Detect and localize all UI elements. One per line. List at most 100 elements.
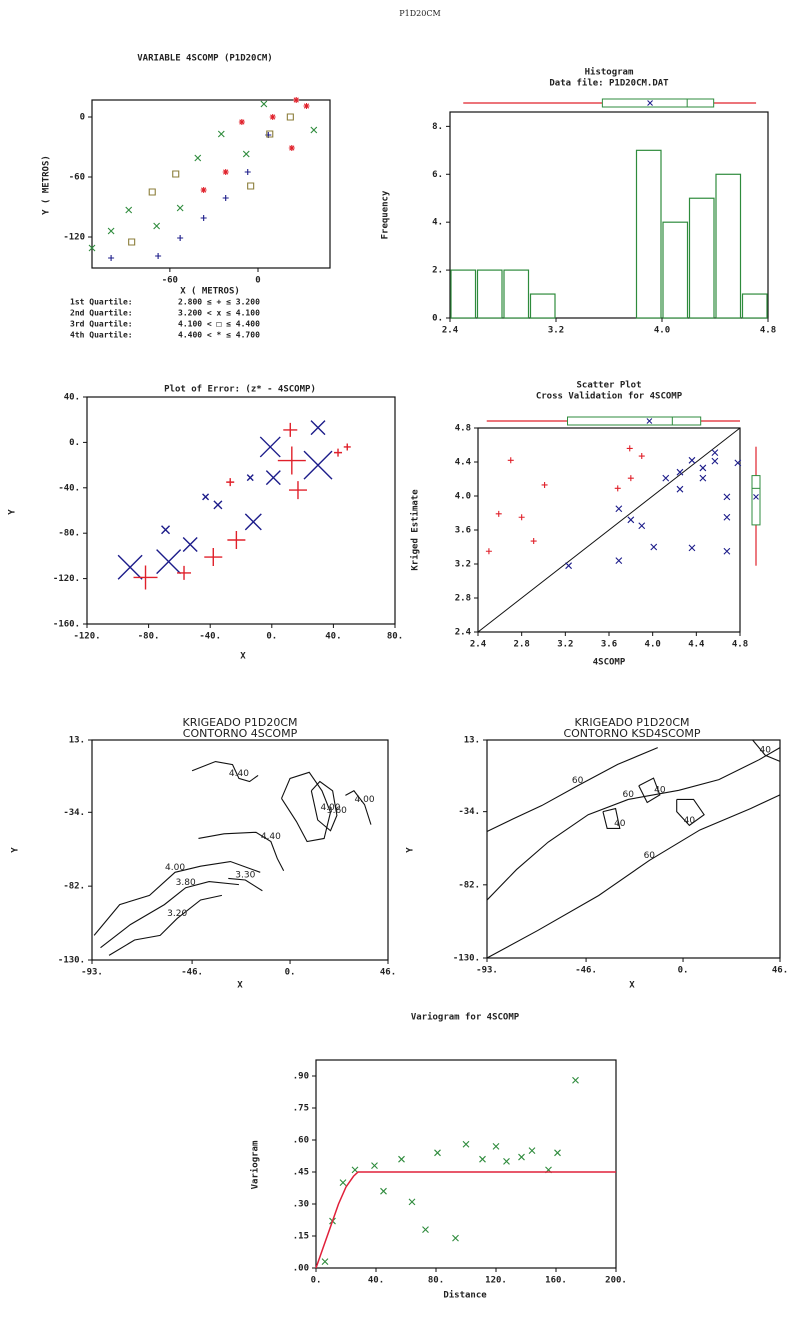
point [699,474,707,482]
x-tick-label: -46. [575,966,597,976]
contour-label: 4.00 [165,863,185,873]
point [334,448,343,457]
y-axis-label: Kriged Estimate [410,489,421,571]
y-tick-label: -80. [58,529,80,539]
x-tick-label: 3.6 [601,640,617,650]
point [238,119,245,125]
y-tick-label: 8. [432,122,443,132]
point [627,475,634,482]
x-tick-label: 46. [380,968,396,978]
y-tick-label: 3.2 [455,560,471,570]
point [246,474,254,482]
legend-range: 3.200 < x ≤ 4.100 [178,309,260,318]
point [247,182,255,190]
point [161,525,171,535]
point [227,531,246,550]
x-tick-label: 160. [545,1276,567,1286]
y-tick-label: 40. [64,393,80,403]
x-tick-label: 0 [255,276,260,286]
y-tick-label: .60 [293,1136,309,1146]
y-tick-label: -130. [58,956,85,966]
box [567,416,702,426]
contour-line [676,798,705,827]
y-tick-label: .15 [293,1232,309,1242]
point [422,1226,429,1233]
box [751,475,761,526]
contour-label: 3.30 [235,871,255,881]
contour-line [281,771,332,843]
contour-line [108,894,223,956]
mean [646,418,653,424]
point [723,493,731,501]
contour-label: 40 [760,746,772,756]
y-axis-label: Y ( METROS) [42,155,52,215]
x-tick-label: 40. [368,1276,384,1286]
x-tick-label: -40. [199,632,221,642]
legend-range: 4.100 < □ ≤ 4.400 [178,320,260,329]
y-tick-label: 0. [69,438,80,448]
point [676,485,684,493]
y-tick-label: 4. [432,218,443,228]
legend-label: 3rd Quartile: [70,319,133,329]
y-tick-label: 2.4 [455,628,472,638]
contour-line [486,747,781,901]
diagonal [477,427,741,633]
point [128,238,136,246]
y-axis-label: Y [11,847,21,853]
y-tick-label: -120. [53,574,80,584]
x-tick-label: 3.2 [548,326,564,336]
point [260,100,268,108]
plot-frame [91,739,389,961]
point [688,456,696,464]
point [321,1258,329,1265]
point [650,543,658,551]
y-tick-label: 2. [432,266,443,276]
x-tick-label: 4.8 [760,326,776,336]
point [507,457,514,464]
y-tick-label: .00 [293,1264,309,1274]
point [688,544,696,552]
contour-label: 60 [644,851,656,861]
x-tick-label: -80. [138,632,160,642]
contour-line [486,794,781,959]
y-tick-label: -130. [453,954,480,964]
mean [647,100,653,106]
point [194,154,202,162]
bar [715,173,742,319]
contour-line [198,831,285,872]
point [277,446,306,475]
point [495,510,502,517]
point [107,227,115,235]
x-axis-label: X [237,981,243,991]
point [222,195,229,201]
legend-label: 2nd Quartile: [70,308,133,318]
point [88,244,96,252]
point [265,470,281,486]
point [288,145,295,151]
x-tick-label: 0. [285,968,296,978]
point [200,215,207,221]
y-tick-label: -34. [458,807,480,817]
point [638,453,645,460]
y-tick-label: -82. [458,880,480,890]
contour-label: 60 [572,776,584,786]
x-tick-label: -46. [181,968,203,978]
contour-line [191,760,259,783]
y-tick-label: 13. [69,736,85,746]
y-axis-label: Y [8,509,18,515]
y-tick-label: -160. [53,620,80,630]
point [217,130,225,138]
page-title: P1D20CM [399,9,440,18]
point [452,1234,459,1242]
point [244,169,251,175]
point [626,445,633,452]
contour-label: 40 [614,819,626,829]
x-tick-label: 4.8 [732,640,748,650]
point [371,1162,378,1169]
contour-label: 60 [623,790,635,800]
contour-label: 40 [654,785,666,795]
point [462,1140,470,1148]
point [528,1147,536,1155]
